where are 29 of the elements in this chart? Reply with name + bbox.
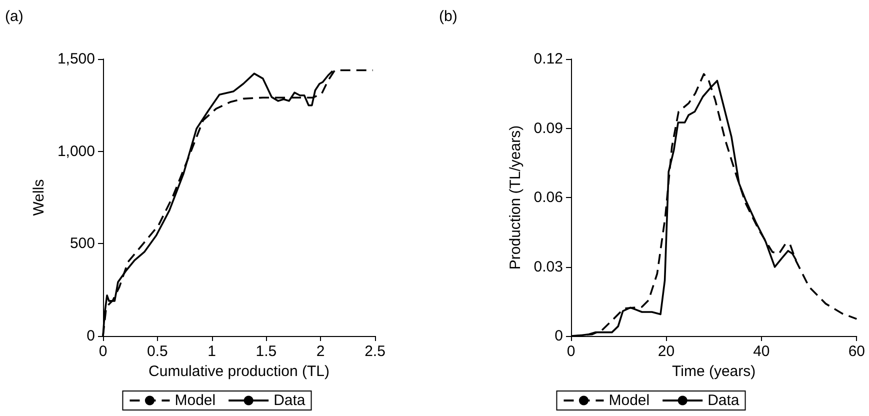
legend-label: Data	[274, 392, 306, 409]
text: (b)	[439, 8, 458, 25]
x-tick-label: 2.5	[364, 343, 386, 360]
x-axis-title: Time (years)	[672, 362, 756, 380]
legend-label: Model	[174, 392, 216, 409]
chart-title: (a)	[5, 8, 24, 25]
y-tick-label: 1,000	[57, 142, 95, 160]
y-tick-label: 0.03	[534, 258, 563, 276]
y-tick-label: 1,500	[57, 50, 95, 68]
x-tick-label: 40	[753, 343, 770, 360]
x-tick-label: 0.5	[146, 343, 168, 360]
legend-label: Data	[708, 392, 740, 409]
x-tick-label: 2	[316, 343, 325, 360]
legend-label: Model	[608, 392, 650, 409]
x-tick-label: 1.5	[256, 343, 277, 360]
y-tick-label: 0	[554, 328, 563, 344]
x-tick-label: 60	[848, 343, 865, 360]
x-tick-label: 0	[566, 343, 576, 360]
y-axis-title: Wells	[30, 179, 48, 216]
x-tick-label: 1	[208, 343, 216, 360]
y-tick-label: 0	[86, 328, 95, 344]
x-tick-label: 0	[98, 343, 108, 360]
y-tick-label: 0.06	[534, 189, 563, 206]
x-tick-label: 20	[658, 343, 675, 360]
y-tick-label: 0.12	[534, 50, 563, 68]
y-axis-title: Production (TL/years)	[506, 125, 524, 270]
x-axis-title: Cumulative production (TL)	[148, 362, 330, 380]
y-tick-label: 500	[70, 235, 95, 252]
y-tick-label: 0.09	[534, 120, 563, 137]
